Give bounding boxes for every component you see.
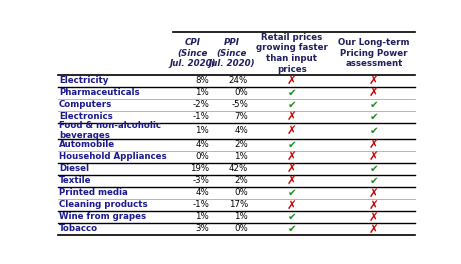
Text: 1%: 1%	[195, 126, 209, 135]
Text: ✗: ✗	[287, 110, 297, 123]
Text: -1%: -1%	[192, 112, 209, 121]
Text: ✗: ✗	[369, 138, 379, 151]
Text: 19%: 19%	[190, 164, 209, 173]
Text: ✗: ✗	[369, 86, 379, 99]
Text: Textile: Textile	[59, 176, 92, 185]
Text: Diesel: Diesel	[59, 164, 89, 173]
Text: -1%: -1%	[192, 200, 209, 209]
Text: 42%: 42%	[229, 164, 248, 173]
Text: ✔: ✔	[288, 100, 296, 110]
Text: Cleaning products: Cleaning products	[59, 200, 148, 209]
Text: 1%: 1%	[195, 88, 209, 97]
Text: Our Long-term
Pricing Power
assessment: Our Long-term Pricing Power assessment	[338, 38, 410, 68]
Text: 7%: 7%	[234, 112, 248, 121]
Text: Food & non-alcoholic
beverages: Food & non-alcoholic beverages	[59, 121, 161, 140]
Text: 1%: 1%	[234, 152, 248, 161]
Text: ✗: ✗	[287, 162, 297, 175]
Text: 24%: 24%	[229, 76, 248, 85]
Text: ✗: ✗	[287, 150, 297, 163]
Text: Retail prices
growing faster
than input
prices: Retail prices growing faster than input …	[256, 32, 328, 74]
Text: Tobacco: Tobacco	[59, 224, 98, 233]
Text: 3%: 3%	[195, 224, 209, 233]
Text: Electronics: Electronics	[59, 112, 113, 121]
Text: ✗: ✗	[287, 199, 297, 211]
Text: ✔: ✔	[288, 212, 296, 222]
Text: Wine from grapes: Wine from grapes	[59, 213, 146, 221]
Text: ✗: ✗	[287, 74, 297, 87]
Text: ✔: ✔	[370, 176, 378, 186]
Text: 4%: 4%	[195, 140, 209, 149]
Text: 0%: 0%	[234, 188, 248, 197]
Text: ✗: ✗	[369, 150, 379, 163]
Text: ✗: ✗	[369, 223, 379, 235]
Text: -3%: -3%	[192, 176, 209, 185]
Text: 17%: 17%	[229, 200, 248, 209]
Text: ✔: ✔	[288, 140, 296, 150]
Text: ✔: ✔	[370, 164, 378, 174]
Text: 2%: 2%	[234, 176, 248, 185]
Text: Printed media: Printed media	[59, 188, 128, 197]
Text: Pharmaceuticals: Pharmaceuticals	[59, 88, 140, 97]
Text: 0%: 0%	[234, 224, 248, 233]
Text: ✔: ✔	[370, 126, 378, 136]
Text: PPI
(Since
Jul. 2020): PPI (Since Jul. 2020)	[208, 38, 254, 68]
Text: 0%: 0%	[195, 152, 209, 161]
Text: 4%: 4%	[195, 188, 209, 197]
Text: -2%: -2%	[192, 100, 209, 109]
Text: ✗: ✗	[369, 74, 379, 87]
Text: ✗: ✗	[287, 175, 297, 187]
Text: ✔: ✔	[370, 100, 378, 110]
Text: Automobile: Automobile	[59, 140, 115, 149]
Text: 4%: 4%	[234, 126, 248, 135]
Text: 0%: 0%	[234, 88, 248, 97]
Text: ✗: ✗	[287, 124, 297, 137]
Text: CPI
(Since
Jul. 2020): CPI (Since Jul. 2020)	[169, 38, 216, 68]
Text: 1%: 1%	[234, 213, 248, 221]
Text: -5%: -5%	[231, 100, 248, 109]
Text: Computers: Computers	[59, 100, 112, 109]
Text: ✔: ✔	[288, 188, 296, 198]
Text: Electricity: Electricity	[59, 76, 108, 85]
Text: ✔: ✔	[288, 224, 296, 234]
Text: Household Appliances: Household Appliances	[59, 152, 167, 161]
Text: 2%: 2%	[234, 140, 248, 149]
Text: ✗: ✗	[369, 210, 379, 223]
Text: 8%: 8%	[195, 76, 209, 85]
Text: ✔: ✔	[288, 88, 296, 98]
Text: 1%: 1%	[195, 213, 209, 221]
Text: ✔: ✔	[370, 112, 378, 122]
Text: ✗: ✗	[369, 186, 379, 199]
Text: ✗: ✗	[369, 199, 379, 211]
